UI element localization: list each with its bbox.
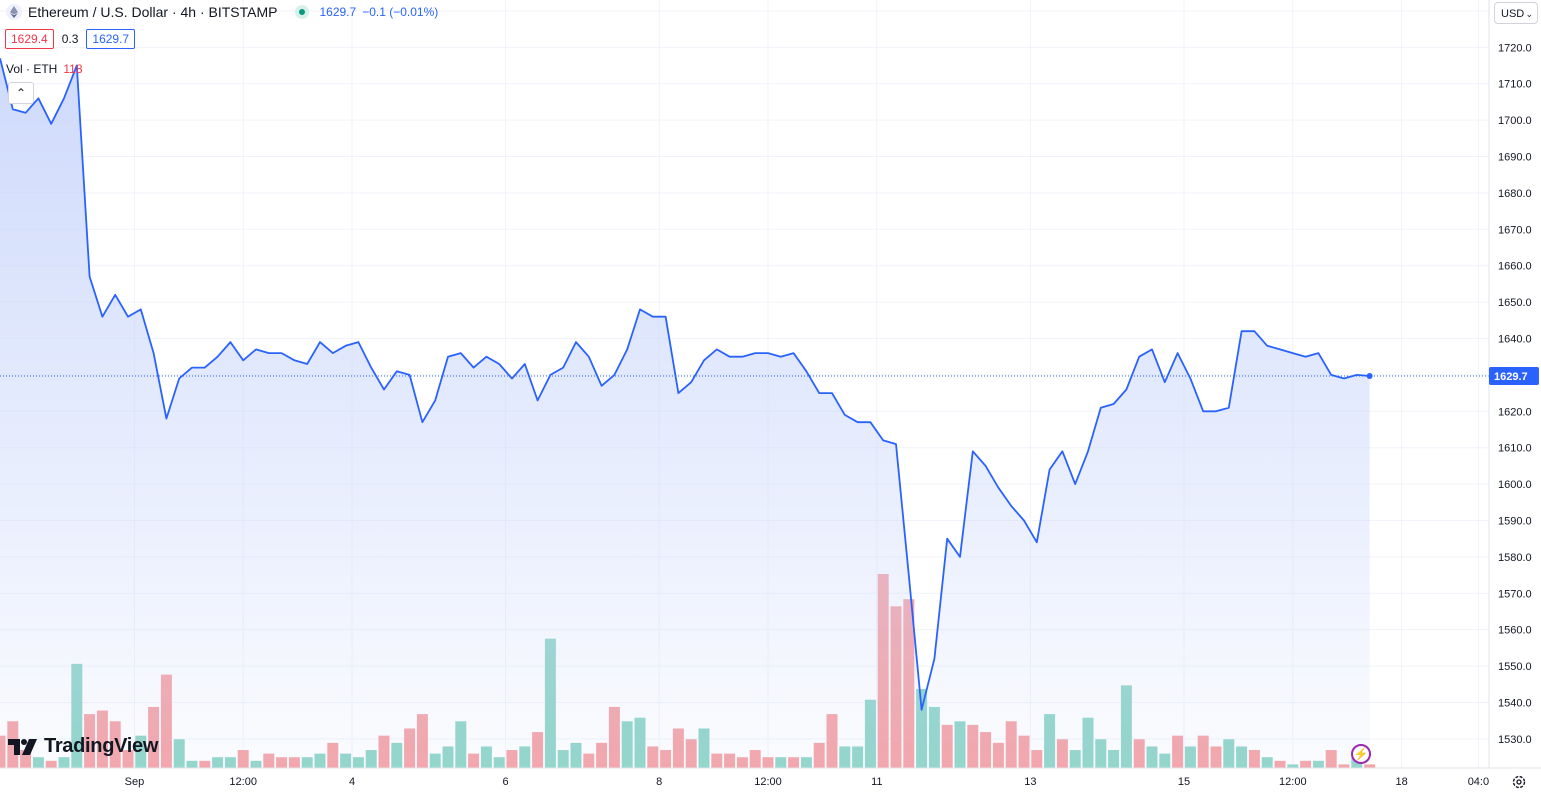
price-change: −0.1 (−0.01%) <box>362 5 439 19</box>
last-price-point <box>1366 372 1373 379</box>
bid-ask-panel: 1629.4 0.3 1629.7 <box>5 29 136 49</box>
y-tick-label: 1660.0 <box>1498 261 1532 273</box>
ethereum-icon <box>6 4 22 20</box>
volume-value: 118 <box>63 62 83 76</box>
x-tick-label: 12:00 <box>1279 776 1307 788</box>
symbol-title[interactable]: Ethereum / U.S. Dollar · 4h · BITSTAMP <box>28 4 278 20</box>
currency-label: USD <box>1501 8 1525 20</box>
y-tick-label: 1560.0 <box>1498 625 1532 637</box>
spread-value: 0.3 <box>61 32 79 46</box>
tradingview-logo[interactable]: TradingView <box>8 735 158 758</box>
chevron-down-icon: ⌄ <box>1525 9 1533 19</box>
y-tick-label: 1580.0 <box>1498 552 1532 564</box>
y-tick-label: 1600.0 <box>1498 479 1532 491</box>
price-line <box>0 57 1370 711</box>
x-tick-label: 15 <box>1178 776 1190 788</box>
y-tick-label: 1610.0 <box>1498 443 1532 455</box>
gear-icon[interactable] <box>1511 774 1527 790</box>
x-tick-label: 6 <box>503 776 509 788</box>
currency-select[interactable]: USD ⌄ <box>1494 2 1538 24</box>
chevron-up-icon: ⌃ <box>15 86 27 100</box>
price-axis-panel <box>1489 0 1541 798</box>
y-tick-label: 1690.0 <box>1498 152 1532 164</box>
y-tick-label: 1530.0 <box>1498 734 1532 746</box>
flash-icon[interactable]: ⚡ <box>1351 744 1371 764</box>
last-price-label: 1629.7 <box>1494 371 1528 383</box>
ask-price-button[interactable]: 1629.7 <box>86 29 136 49</box>
y-tick-label: 1570.0 <box>1498 588 1532 600</box>
price-area <box>0 58 1370 768</box>
x-tick-label: 13 <box>1024 776 1036 788</box>
y-tick-label: 1620.0 <box>1498 406 1532 418</box>
brand-name: TradingView <box>44 735 159 757</box>
last-price-badge <box>1489 366 1539 385</box>
y-tick-label: 1680.0 <box>1498 188 1532 200</box>
y-tick-label: 1590.0 <box>1498 515 1532 527</box>
last-price: 1629.7 <box>319 5 357 19</box>
x-tick-label: 4 <box>349 776 355 788</box>
x-tick-label: 11 <box>871 776 882 788</box>
volume-label: Vol · ETH <box>6 62 58 76</box>
x-tick-label: 12:00 <box>229 776 257 788</box>
y-tick-label: 1640.0 <box>1498 334 1532 346</box>
x-tick-label: 12:00 <box>754 776 782 788</box>
x-tick-label: Sep <box>125 776 145 788</box>
x-tick-label: 18 <box>1395 776 1407 788</box>
x-tick-label: 8 <box>656 776 662 788</box>
chart-header: Ethereum / U.S. Dollar · 4h · BITSTAMP 1… <box>6 4 438 20</box>
y-tick-label: 1540.0 <box>1498 697 1532 709</box>
bid-price-button[interactable]: 1629.4 <box>5 29 54 49</box>
y-tick-label: 1670.0 <box>1498 224 1532 236</box>
y-tick-label: 1720.0 <box>1498 42 1532 54</box>
y-tick-label: 1710.0 <box>1498 79 1532 91</box>
y-tick-label: 1550.0 <box>1498 661 1532 673</box>
y-tick-label: 1650.0 <box>1498 297 1532 309</box>
y-tick-label: 1700.0 <box>1498 115 1532 127</box>
collapse-legend-button[interactable]: ⌃ <box>8 82 34 104</box>
market-status-dot-icon[interactable] <box>295 5 310 19</box>
volume-legend: Vol · ETH 118 <box>6 62 83 76</box>
tradingview-logo-icon <box>8 738 37 755</box>
x-tick-label: 04:0 <box>1468 776 1489 788</box>
